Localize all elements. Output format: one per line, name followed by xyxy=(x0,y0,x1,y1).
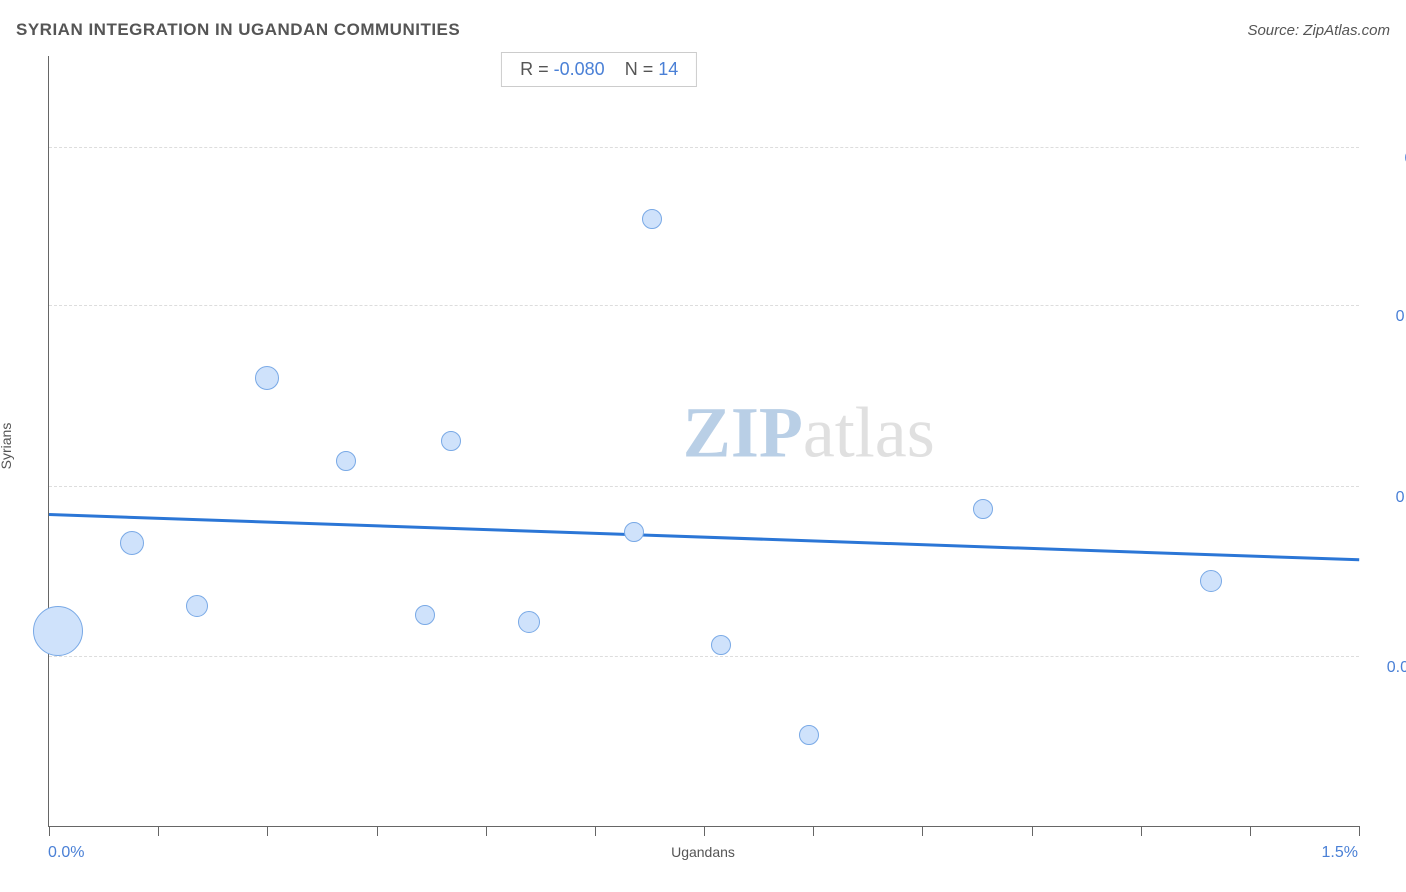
stat-r-label: R = xyxy=(520,59,549,79)
y-axis-label: Syrians xyxy=(0,423,14,470)
watermark-atlas: atlas xyxy=(803,393,935,473)
plot-area: ZIPatlas R = -0.080 N = 14 0.075%0.15%0.… xyxy=(48,56,1359,827)
x-tick xyxy=(1141,826,1142,836)
y-tick-label: 0.075% xyxy=(1371,659,1406,677)
data-point xyxy=(799,725,819,745)
chart-container: SYRIAN INTEGRATION IN UGANDAN COMMUNITIE… xyxy=(0,0,1406,892)
x-tick xyxy=(922,826,923,836)
data-point xyxy=(255,366,279,390)
data-point xyxy=(336,451,356,471)
gridline xyxy=(49,305,1359,306)
data-point xyxy=(120,531,144,555)
data-point xyxy=(642,209,662,229)
x-tick xyxy=(267,826,268,836)
stat-r: R = -0.080 xyxy=(520,59,605,80)
watermark: ZIPatlas xyxy=(683,392,935,475)
data-point xyxy=(186,595,208,617)
x-tick xyxy=(158,826,159,836)
x-tick xyxy=(1032,826,1033,836)
stat-n-label: N = xyxy=(625,59,654,79)
x-tick xyxy=(486,826,487,836)
y-tick-label: 0.3% xyxy=(1371,150,1406,168)
data-point xyxy=(711,635,731,655)
data-point xyxy=(973,499,993,519)
trendline xyxy=(49,513,1359,561)
x-tick xyxy=(377,826,378,836)
x-tick xyxy=(1359,826,1360,836)
x-axis-label: Ugandans xyxy=(671,844,735,860)
data-point xyxy=(1200,570,1222,592)
x-tick xyxy=(1250,826,1251,836)
header: SYRIAN INTEGRATION IN UGANDAN COMMUNITIE… xyxy=(16,20,1390,40)
gridline xyxy=(49,486,1359,487)
gridline xyxy=(49,656,1359,657)
stats-box: R = -0.080 N = 14 xyxy=(501,52,697,87)
stat-n-value: 14 xyxy=(658,59,678,79)
watermark-zip: ZIP xyxy=(683,393,803,473)
data-point xyxy=(33,606,83,656)
x-tick xyxy=(49,826,50,836)
chart-title: SYRIAN INTEGRATION IN UGANDAN COMMUNITIE… xyxy=(16,20,460,40)
x-end-label: 0.0% xyxy=(48,844,84,862)
data-point xyxy=(518,611,540,633)
gridline xyxy=(49,147,1359,148)
x-tick xyxy=(813,826,814,836)
data-point xyxy=(624,522,644,542)
x-tick xyxy=(595,826,596,836)
x-tick xyxy=(704,826,705,836)
stat-r-value: -0.080 xyxy=(554,59,605,79)
data-point xyxy=(441,431,461,451)
stat-n: N = 14 xyxy=(625,59,679,80)
y-tick-label: 0.15% xyxy=(1371,489,1406,507)
chart-source: Source: ZipAtlas.com xyxy=(1247,22,1390,39)
data-point xyxy=(415,605,435,625)
y-tick-label: 0.23% xyxy=(1371,308,1406,326)
x-end-label: 1.5% xyxy=(1322,844,1358,862)
